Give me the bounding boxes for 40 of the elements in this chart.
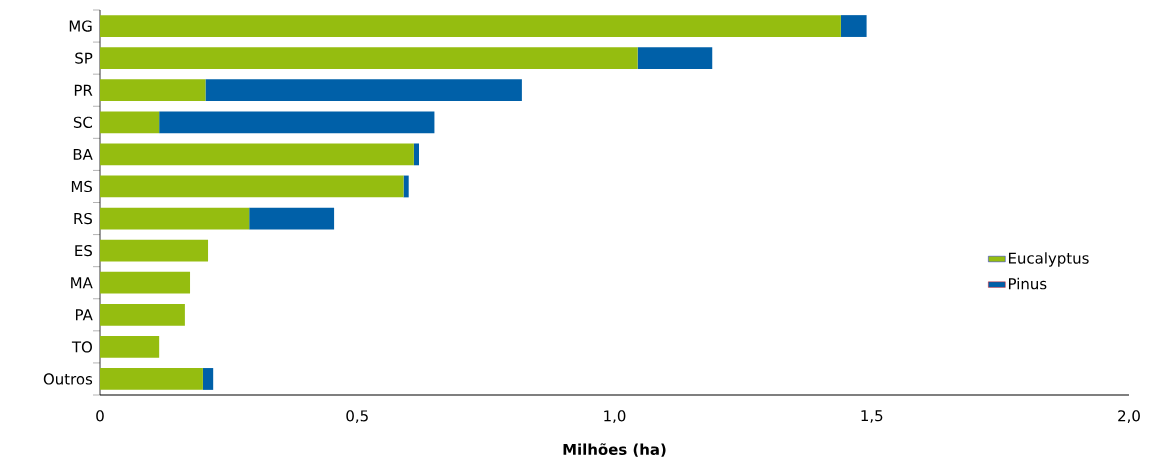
bar [100,239,209,262]
bar [202,368,214,390]
x-axis-title: Milhões (ha) [563,443,666,457]
bar [100,47,638,70]
bar [403,175,409,198]
x-tick-label: 1,0 [604,410,626,424]
y-tick-label: SP [75,52,93,64]
bar [205,79,522,102]
bar [159,111,435,134]
y-tick-label: TO [71,341,92,353]
bar [100,111,160,134]
bar [413,143,419,166]
y-tick-label: BA [73,148,93,160]
y-tick-label: MA [71,277,93,289]
y-tick-label: PA [76,309,93,321]
x-tick-label: 2,0 [1118,410,1140,424]
y-tick-label: SC [73,116,93,128]
y-tick-label: Outros [43,373,93,385]
legend-label: Pinus [1008,277,1047,290]
y-tick-label: ES [75,244,92,257]
bar [100,368,203,390]
bar [637,47,713,70]
bar [100,175,404,198]
bar [249,207,335,230]
bar [100,207,250,230]
bar [100,303,185,326]
bar [100,143,414,166]
y-tick-label: RS [74,212,92,225]
bar [100,79,206,102]
bar [100,15,841,37]
x-tick-label: 1,5 [861,410,883,423]
x-tick-label: 0 [96,410,104,422]
y-tick-label: PR [74,84,93,96]
bar [840,15,867,37]
bar [100,335,160,358]
y-tick-label: MS [71,180,92,193]
x-tick-label: 0,5 [346,410,368,424]
bar [100,271,191,294]
legend-label: Eucalyptus [1008,252,1089,267]
y-tick-label: MG [69,20,92,32]
